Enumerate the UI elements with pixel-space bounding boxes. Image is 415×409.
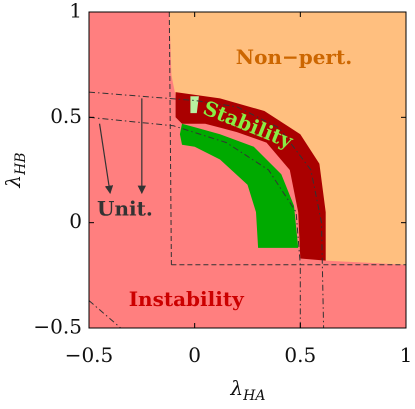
x-axis-title-sub: HA	[242, 388, 265, 404]
stability-outer-region	[175, 92, 326, 261]
unitarity-arrows	[98, 98, 147, 195]
unitarity-arrow-0	[98, 123, 114, 195]
x-axis-title: λHA	[229, 376, 265, 404]
annotation-unit: Unit.	[97, 197, 153, 221]
x-tick-label: 0	[188, 343, 201, 367]
x-axis-title-main: λ	[229, 376, 243, 400]
axis-ticks: −0.5 0 0.5 1 −0.5 0 0.5 1	[33, 0, 412, 367]
stability-regions	[89, 12, 406, 328]
plot-frame	[88, 11, 407, 329]
dashdot-line-3	[89, 116, 301, 328]
y-tick-label: 0	[69, 209, 82, 233]
dashdot-line-2	[89, 91, 325, 328]
x-tick-label: 1	[400, 343, 413, 367]
annotation-instability: Instability	[129, 287, 245, 311]
dashed-line-0	[168, 12, 172, 265]
y-tick-label: 0.5	[50, 104, 82, 128]
y-tick-label: −0.5	[33, 315, 82, 339]
x-tick-label: −0.5	[65, 343, 114, 367]
y-axis-title-sub: HB	[13, 152, 29, 176]
x-tick-label: 0.5	[284, 343, 316, 367]
y-axis-title: λHB	[1, 152, 29, 188]
y-axis-title-main: λ	[1, 175, 25, 189]
y-tick-label: 1	[69, 0, 82, 23]
stability-inner-region	[179, 123, 299, 248]
annotation-non-pert: Non−pert.	[236, 45, 352, 69]
boundary-lines	[89, 12, 406, 328]
